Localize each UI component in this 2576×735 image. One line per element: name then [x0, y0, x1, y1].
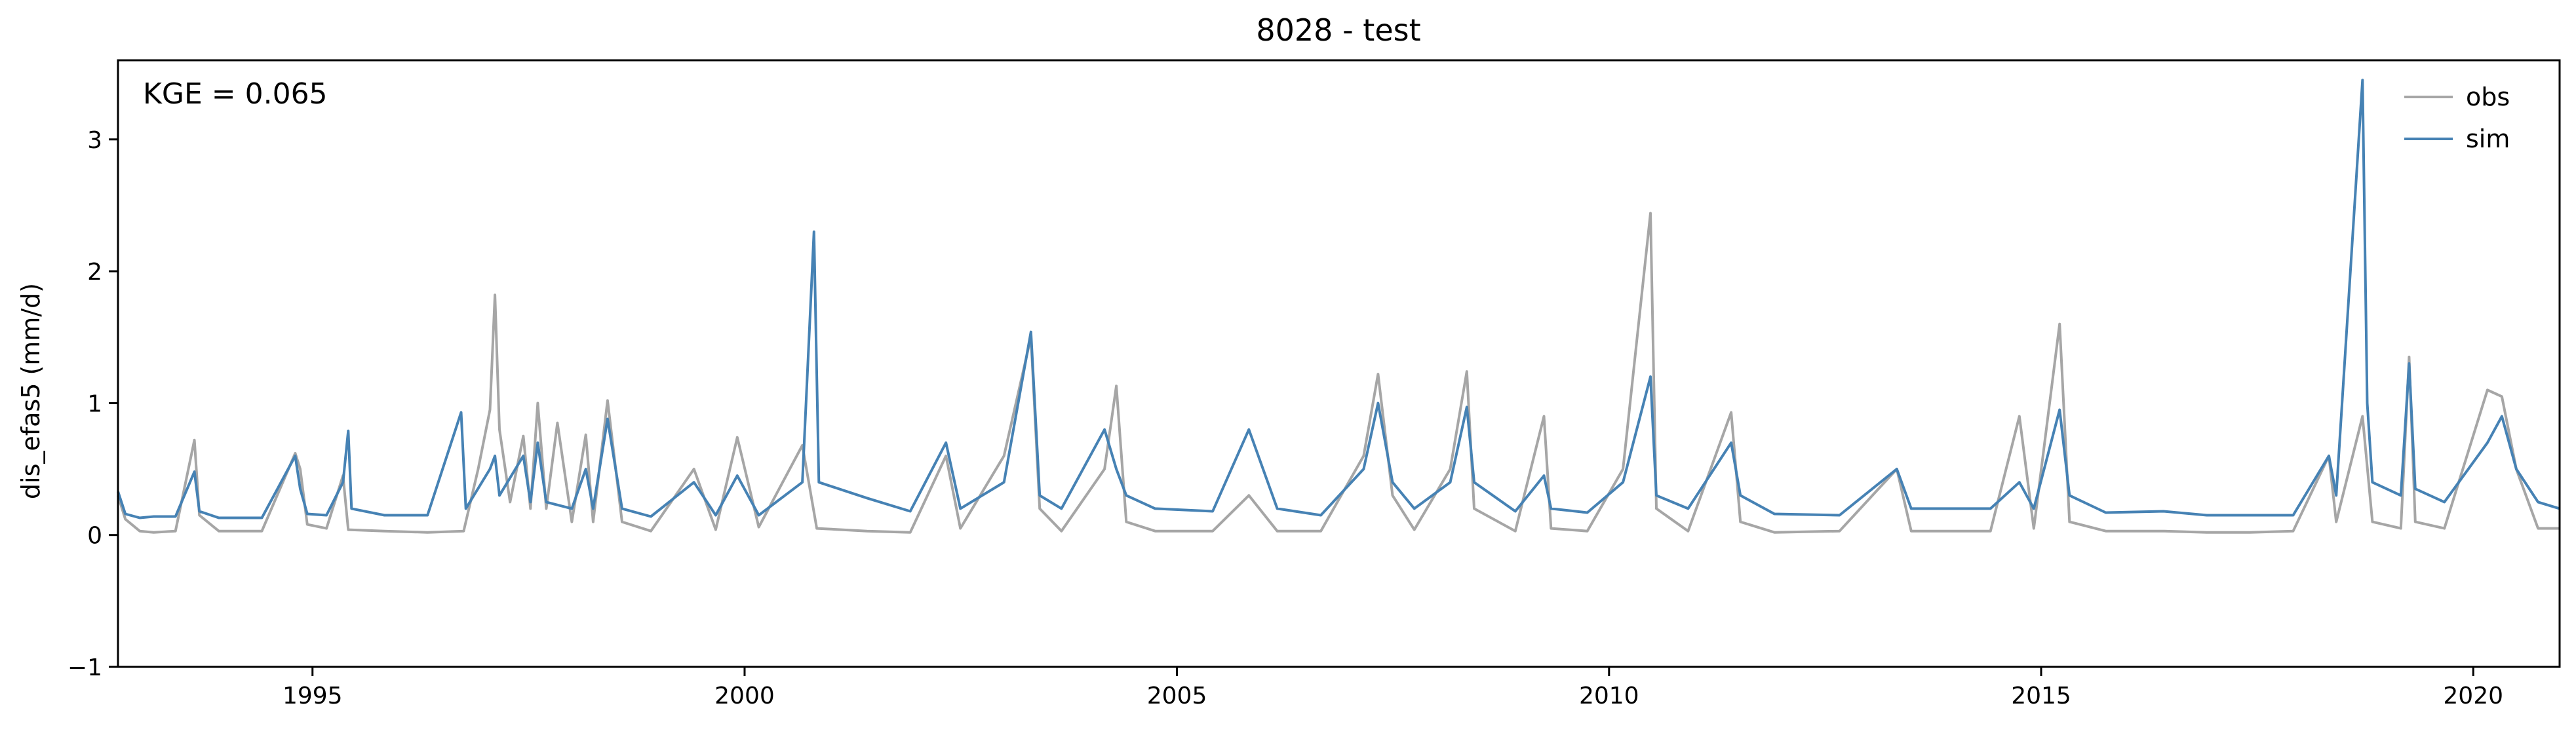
y-axis-ticks: −1 0 1 2 3: [68, 127, 118, 681]
x-tick-label: 2000: [714, 683, 775, 709]
y-tick-label: 1: [87, 390, 102, 417]
legend-label-obs: obs: [2466, 83, 2510, 111]
y-tick-label: 3: [87, 127, 102, 154]
series-line-sim: [117, 79, 2560, 519]
x-tick-label: 2020: [2443, 683, 2503, 709]
plot-frame: [117, 59, 2561, 668]
chart-title: 8028 - test: [1256, 12, 1420, 48]
y-axis-label: dis_efas5 (mm/d): [16, 283, 45, 499]
x-axis-ticks: 1995 2000 2005 2010 2015 2020: [283, 667, 2503, 709]
legend: obs sim: [2404, 83, 2510, 153]
x-tick-label: 2015: [2011, 683, 2071, 709]
y-tick-label: 0: [87, 523, 102, 550]
x-tick-label: 2005: [1147, 683, 1207, 709]
kge-annotation: KGE = 0.065: [143, 77, 328, 111]
y-tick-label: 2: [87, 259, 102, 286]
x-tick-label: 1995: [283, 683, 343, 709]
x-tick-label: 2010: [1579, 683, 1639, 709]
series-layer: [117, 79, 2560, 534]
y-tick-label: −1: [68, 654, 102, 681]
legend-label-sim: sim: [2466, 124, 2510, 153]
series-line-obs: [117, 212, 2560, 534]
